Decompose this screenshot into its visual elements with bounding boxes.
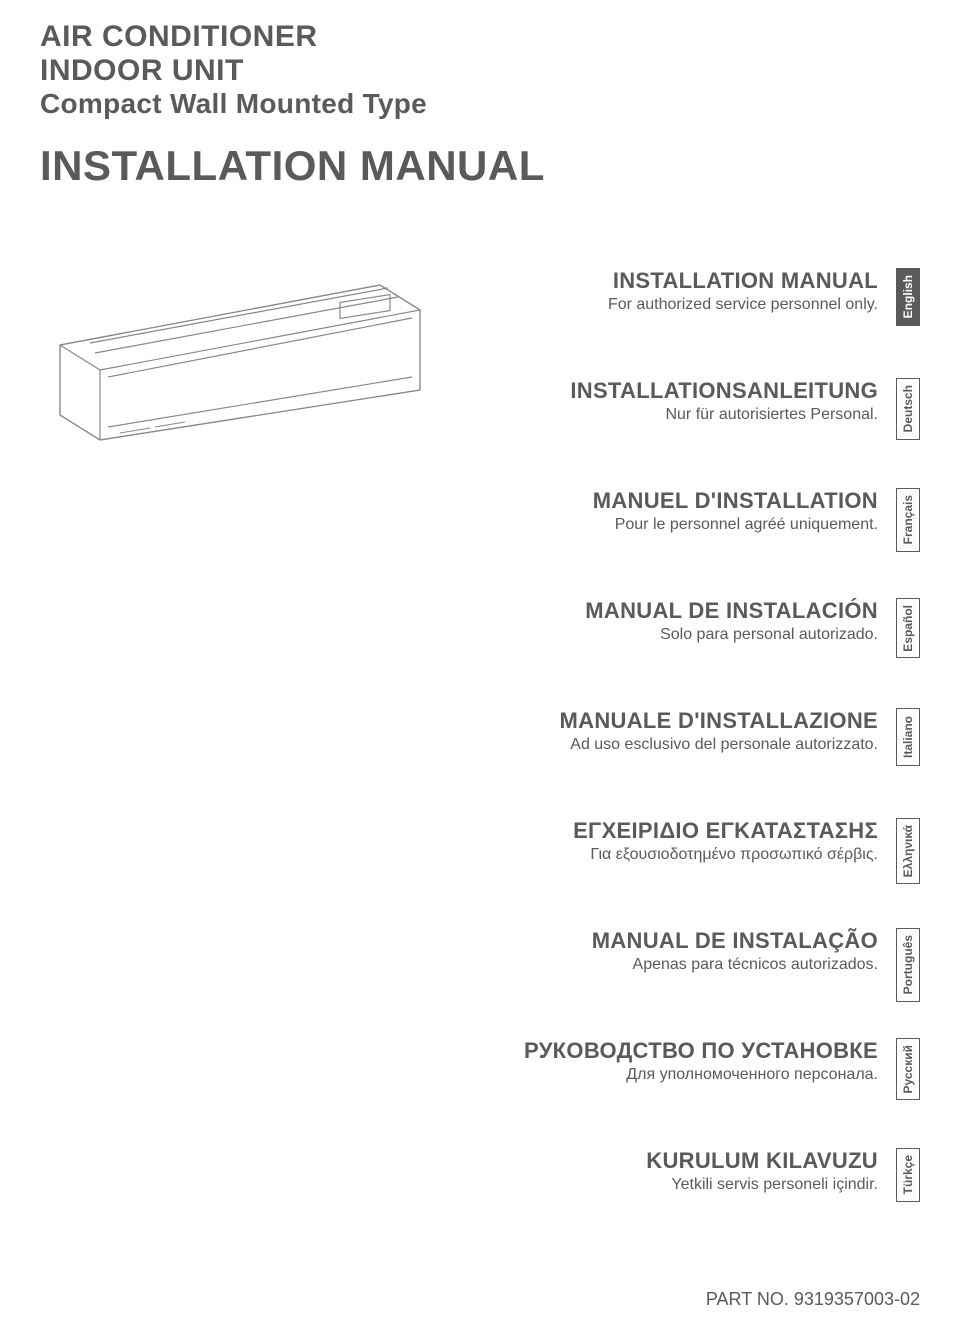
language-title: РУКОВОДСТВО ПО УСТАНОВКЕ [524,1038,878,1064]
language-tab: Русский [896,1038,920,1100]
language-tab-label: Português [901,935,915,994]
language-title: ΕΓΧΕΙΡΙΔΙΟ ΕΓΚΑΤΑΣΤΑΣΗΣ [573,818,878,844]
language-title: MANUALE D'INSTALLAZIONE [560,708,878,734]
language-tab-label: Español [901,605,915,652]
language-text: ΕΓΧΕΙΡΙΔΙΟ ΕΓΚΑΤΑΣΤΑΣΗΣ Για εξουσιοδοτημέ… [573,818,878,864]
language-text: MANUEL D'INSTALLATION Pour le personnel a… [593,488,878,534]
document-title: INSTALLATION MANUAL [40,142,920,190]
language-subtitle: Solo para personal autorizado. [585,626,878,644]
language-tab-label: Ελληνικά [901,825,915,877]
product-line-1: AIR CONDITIONER [40,20,920,54]
language-tab-label: Deutsch [901,385,915,432]
language-subtitle: Apenas para técnicos autorizados. [592,956,878,974]
language-subtitle: Ad uso esclusivo del personale autorizza… [560,736,878,754]
language-subtitle: Nur für autorisiertes Personal. [570,406,878,424]
language-text: INSTALLATION MANUAL For authorized servic… [608,268,878,314]
language-title: KURULUM KILAVUZU [646,1148,878,1174]
language-block: MANUEL D'INSTALLATION Pour le personnel a… [593,488,920,552]
language-subtitle: For authorized service personnel only. [608,296,878,314]
language-title: MANUAL DE INSTALAÇÃO [592,928,878,954]
language-title: MANUEL D'INSTALLATION [593,488,878,514]
product-line-3: Compact Wall Mounted Type [40,88,920,120]
language-tab: Ελληνικά [896,818,920,884]
language-tab: Italiano [896,708,920,766]
language-text: INSTALLATIONSANLEITUNG Nur für autorisier… [570,378,878,424]
language-tab-label: Русский [901,1045,915,1094]
language-text: MANUAL DE INSTALAÇÃO Apenas para técnicos… [592,928,878,974]
language-tab: Français [896,488,920,552]
part-number: PART NO. 9319357003-02 [706,1289,920,1310]
language-text: MANUAL DE INSTALACIÓN Solo para personal … [585,598,878,644]
language-block: MANUALE D'INSTALLAZIONE Ad uso esclusivo … [560,708,920,766]
language-subtitle: Για εξουσιοδοτημένο προσωπικό σέρβις. [573,846,878,864]
language-block: INSTALLATION MANUAL For authorized servic… [608,268,920,326]
page: AIR CONDITIONER INDOOR UNIT Compact Wall… [0,0,960,1324]
language-block: РУКОВОДСТВО ПО УСТАНОВКЕ Для уполномоченн… [524,1038,920,1100]
language-title: INSTALLATION MANUAL [608,268,878,294]
language-tab: Türkçe [896,1148,920,1202]
language-block: MANUAL DE INSTALACIÓN Solo para personal … [585,598,920,658]
language-subtitle: Для уполномоченного персонала. [524,1066,878,1084]
language-tab-label: Türkçe [901,1155,915,1194]
language-block: INSTALLATIONSANLEITUNG Nur für autorisier… [570,378,920,440]
language-subtitle: Pour le personnel agréé uniquement. [593,516,878,534]
language-title: MANUAL DE INSTALACIÓN [585,598,878,624]
document-header: AIR CONDITIONER INDOOR UNIT Compact Wall… [40,20,920,190]
language-tab-label: Italiano [901,716,915,758]
language-tab: English [896,268,920,326]
language-tab: Português [896,928,920,1002]
product-line-2: INDOOR UNIT [40,54,920,88]
language-block: MANUAL DE INSTALAÇÃO Apenas para técnicos… [592,928,920,1002]
language-text: РУКОВОДСТВО ПО УСТАНОВКЕ Для уполномоченн… [524,1038,878,1084]
language-tab-label: English [901,275,915,318]
language-text: MANUALE D'INSTALLAZIONE Ad uso esclusivo … [560,708,878,754]
language-subtitle: Yetkili servis personeli içindir. [646,1176,878,1194]
language-block: ΕΓΧΕΙΡΙΔΙΟ ΕΓΚΑΤΑΣΤΑΣΗΣ Για εξουσιοδοτημέ… [573,818,920,884]
ac-unit-illustration [40,255,440,455]
language-tab: Deutsch [896,378,920,440]
language-title: INSTALLATIONSANLEITUNG [570,378,878,404]
language-text: KURULUM KILAVUZU Yetkili servis personeli… [646,1148,878,1194]
language-block: KURULUM KILAVUZU Yetkili servis personeli… [646,1148,920,1202]
language-tab: Español [896,598,920,658]
language-tab-label: Français [901,495,915,544]
